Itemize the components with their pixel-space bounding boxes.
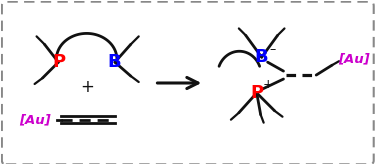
Text: –: – — [270, 43, 276, 56]
FancyBboxPatch shape — [2, 2, 374, 164]
Text: B: B — [255, 48, 268, 66]
Text: [Au]: [Au] — [338, 53, 370, 66]
Text: P: P — [53, 53, 66, 71]
Text: +: + — [262, 79, 273, 91]
Text: P: P — [250, 84, 263, 102]
Text: [Au]: [Au] — [19, 113, 50, 126]
Text: +: + — [80, 78, 94, 96]
Text: B: B — [107, 53, 121, 71]
